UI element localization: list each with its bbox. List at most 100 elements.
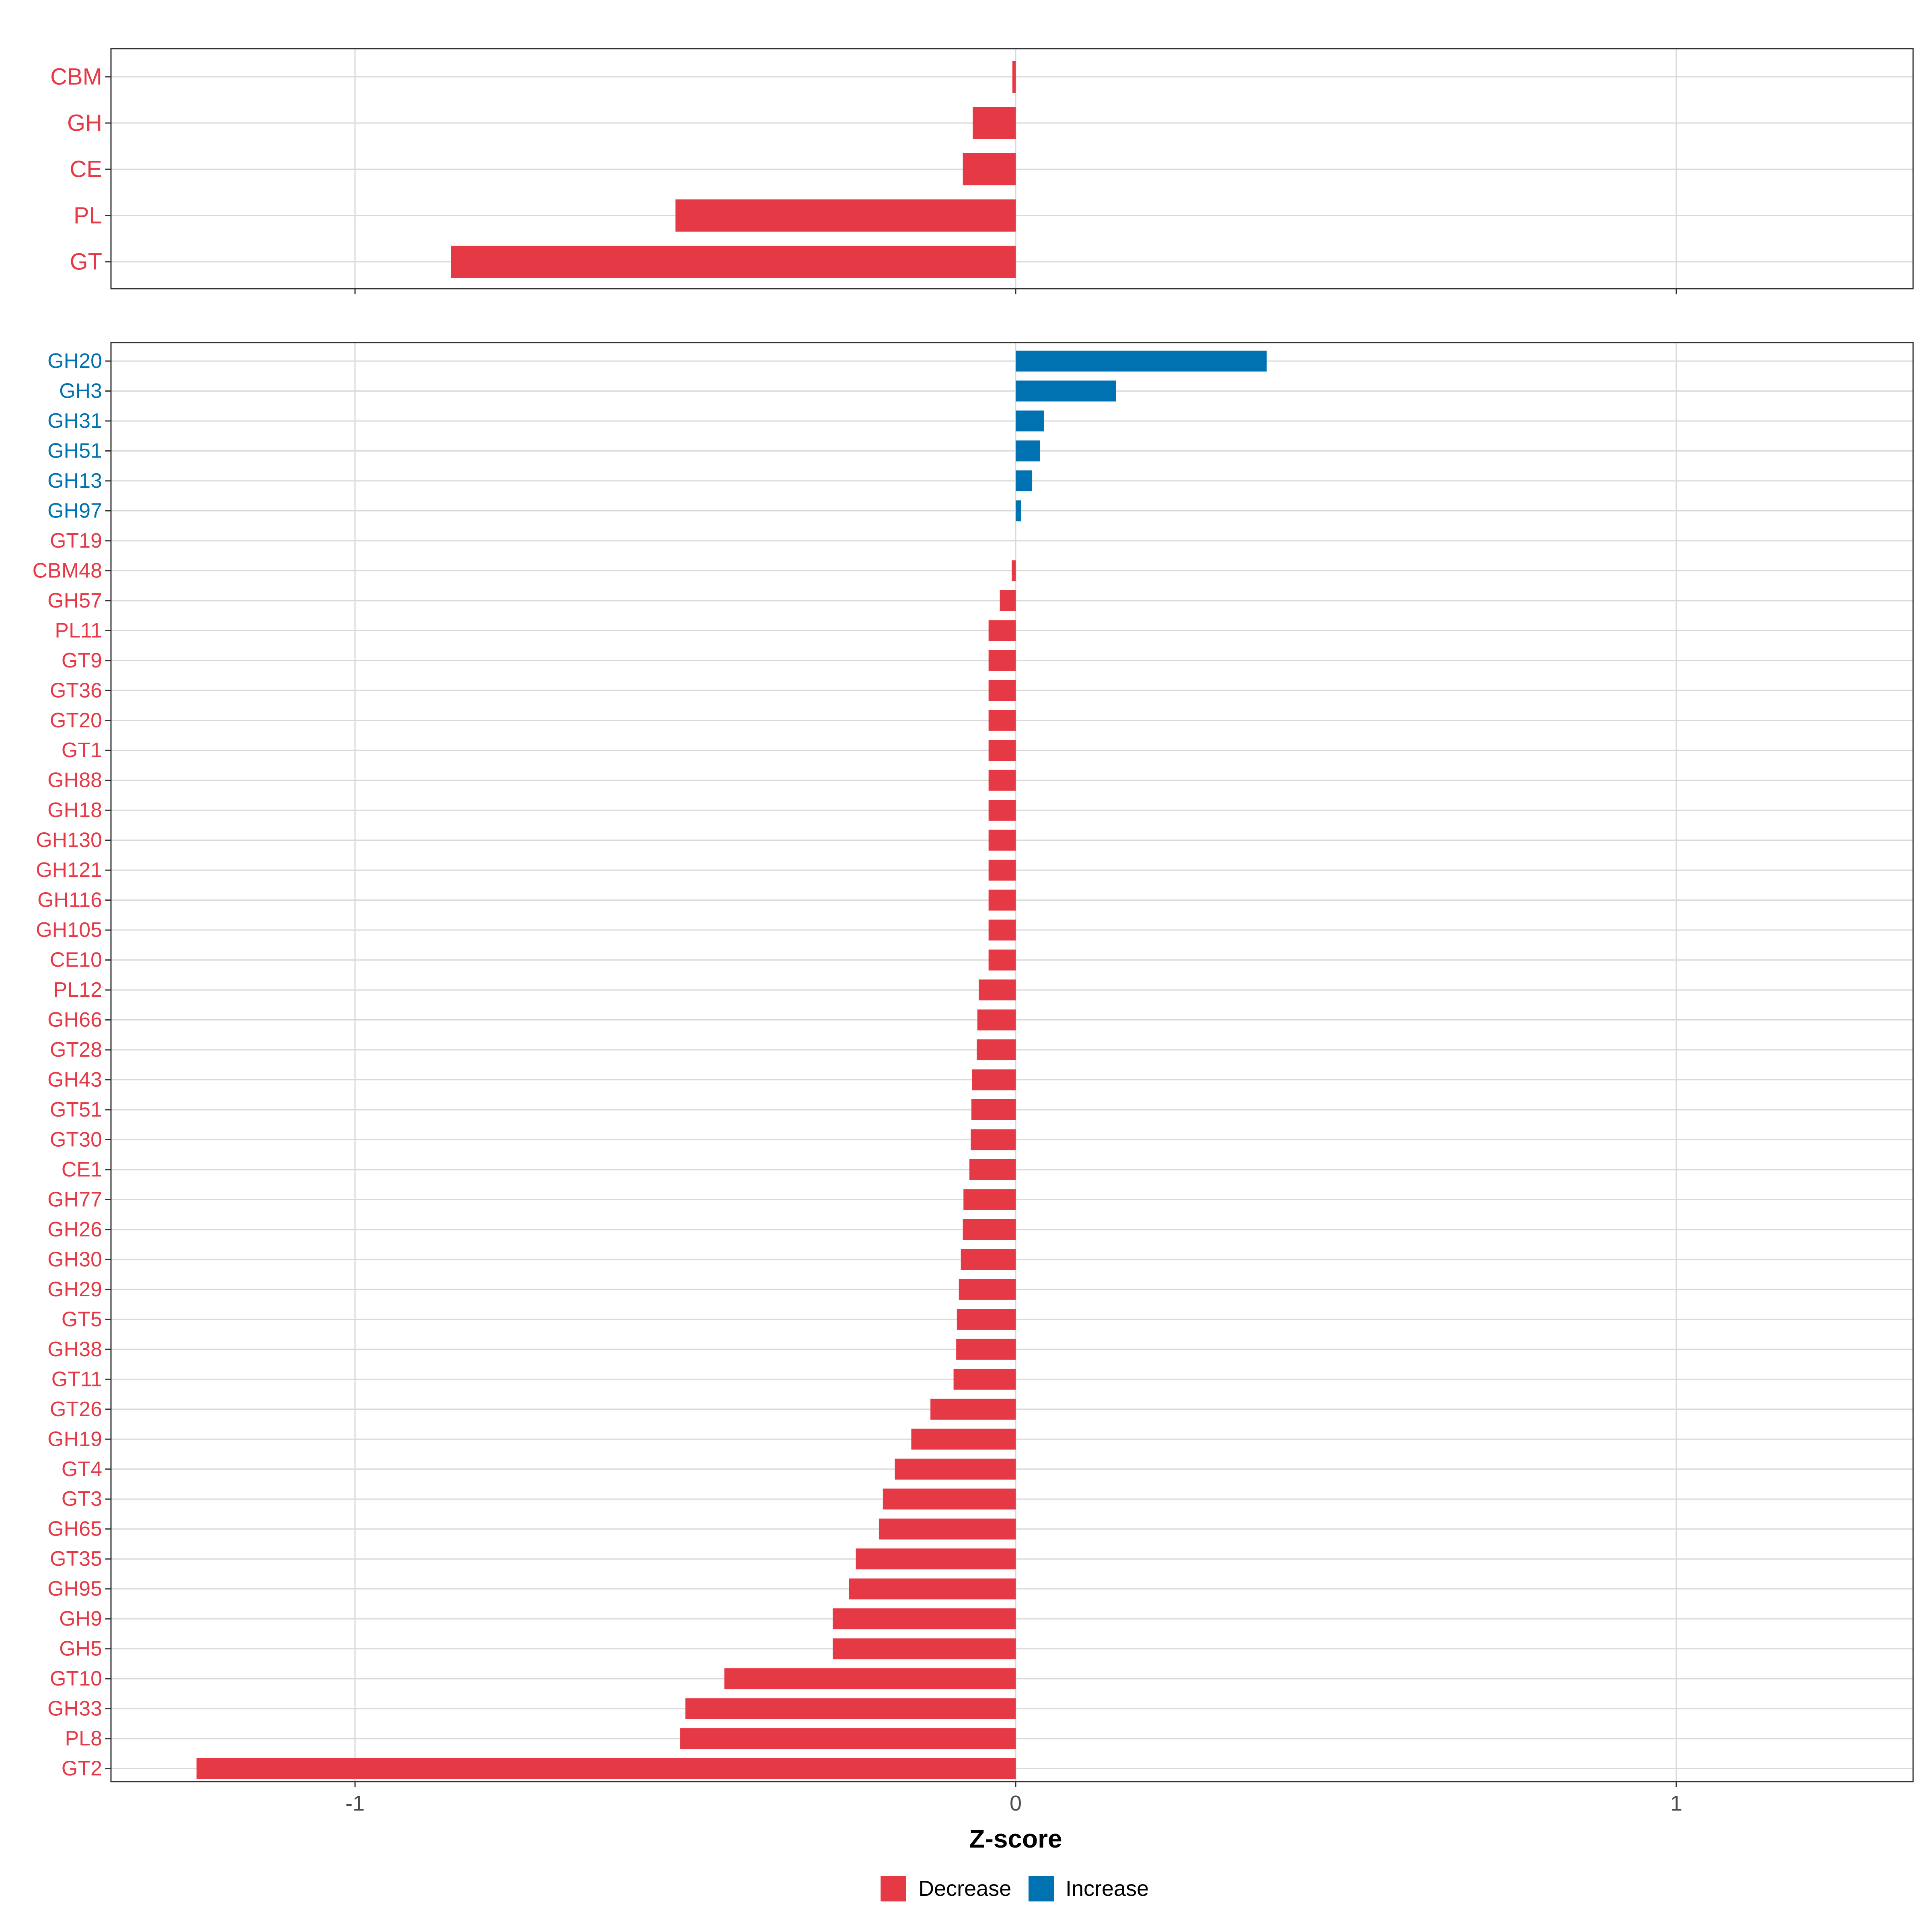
y-tick-label: GH9 xyxy=(59,1607,102,1630)
bar-gh18 xyxy=(988,800,1016,821)
bar-gt30 xyxy=(971,1129,1016,1150)
bar-gt4 xyxy=(895,1458,1016,1480)
y-tick-label: GH57 xyxy=(47,589,102,612)
y-tick-label: CBM48 xyxy=(33,559,102,582)
legend-key-increase xyxy=(1029,1876,1054,1901)
y-tick-label: GH77 xyxy=(47,1188,102,1211)
y-tick-label: CE xyxy=(70,156,102,183)
x-tick-label: 1 xyxy=(1670,1791,1682,1815)
y-tick-label: CE10 xyxy=(50,949,102,972)
x-axis-title: Z-score xyxy=(969,1824,1062,1853)
bar-pl12 xyxy=(978,979,1016,1001)
bar-gh29 xyxy=(959,1279,1016,1300)
y-tick-label: GT19 xyxy=(50,529,102,552)
legend-label-increase: Increase xyxy=(1066,1877,1149,1901)
y-tick-label: GH29 xyxy=(47,1278,102,1301)
y-tick-label: GT35 xyxy=(50,1547,102,1571)
bar-gt51 xyxy=(971,1099,1016,1120)
y-tick-label: GH97 xyxy=(47,499,102,522)
y-tick-label: GH116 xyxy=(37,889,102,912)
bar-gh31 xyxy=(1016,410,1044,431)
y-tick-label: PL12 xyxy=(53,978,102,1002)
y-tick-label: GT20 xyxy=(50,709,102,732)
y-tick-label: GT2 xyxy=(62,1757,102,1780)
y-tick-label: GT11 xyxy=(51,1367,102,1391)
bar-pl xyxy=(675,199,1016,232)
y-tick-label: GH5 xyxy=(59,1637,102,1661)
bar-cbm xyxy=(1012,61,1016,93)
bar-gh57 xyxy=(1000,590,1016,611)
top-panel: CBM GH CE PL GT xyxy=(50,48,1914,294)
y-tick-label: GH31 xyxy=(47,409,102,433)
y-tick-label: GT5 xyxy=(62,1308,102,1331)
y-tick-label: GH19 xyxy=(47,1427,102,1451)
bar-ce10 xyxy=(988,949,1016,971)
bar-gt36 xyxy=(988,680,1016,701)
y-tick-label: GH30 xyxy=(47,1248,102,1271)
bar-pl8 xyxy=(680,1728,1016,1749)
y-tick-label: GT28 xyxy=(50,1038,102,1061)
bar-gt35 xyxy=(856,1548,1016,1570)
bar-gh26 xyxy=(963,1219,1016,1240)
bar-gh130 xyxy=(988,829,1016,851)
y-tick-label: GH66 xyxy=(47,1008,102,1032)
bar-gh105 xyxy=(988,920,1016,941)
bar-gh43 xyxy=(972,1069,1016,1090)
bar-gt3 xyxy=(883,1489,1016,1510)
bar-gh30 xyxy=(961,1249,1016,1270)
y-tick-label: GH130 xyxy=(36,829,102,852)
bar-gh xyxy=(973,107,1016,139)
y-tick-label: GH88 xyxy=(47,769,102,792)
y-tick-label: GT10 xyxy=(50,1667,102,1690)
bar-gt20 xyxy=(988,710,1016,731)
bar-gh88 xyxy=(988,770,1016,791)
y-tick-label: GT26 xyxy=(50,1398,102,1421)
bar-gt2 xyxy=(196,1758,1016,1779)
y-tick-label: GT1 xyxy=(62,739,102,762)
bar-gh33 xyxy=(685,1698,1016,1719)
bar-gt xyxy=(451,246,1016,278)
bar-pl11 xyxy=(988,620,1016,641)
bar-gt28 xyxy=(977,1039,1016,1061)
bar-gt9 xyxy=(988,650,1016,671)
bar-cbm48 xyxy=(1012,560,1016,581)
y-tick-label: GH95 xyxy=(47,1577,102,1601)
y-tick-label: GH51 xyxy=(47,439,102,462)
legend-label-decrease: Decrease xyxy=(918,1877,1011,1901)
y-tick-label: PL8 xyxy=(65,1727,102,1750)
y-tick-label: GT4 xyxy=(62,1458,102,1481)
y-tick-label: GH121 xyxy=(36,858,102,882)
y-tick-label: GH18 xyxy=(47,799,102,822)
x-tick-label: 0 xyxy=(1010,1791,1022,1815)
y-tick-label: GT xyxy=(70,249,102,275)
bar-gh66 xyxy=(977,1009,1016,1031)
bar-gh13 xyxy=(1016,470,1033,491)
y-tick-label: PL xyxy=(74,203,102,229)
bar-gh51 xyxy=(1016,440,1040,462)
bar-gh77 xyxy=(963,1189,1016,1210)
y-tick-label: GH26 xyxy=(47,1218,102,1241)
bar-gt5 xyxy=(957,1309,1016,1330)
bar-gh95 xyxy=(849,1578,1016,1599)
bar-gh19 xyxy=(911,1429,1016,1450)
y-tick-label: GH33 xyxy=(47,1697,102,1721)
y-tick-label: GH20 xyxy=(47,349,102,373)
bar-gt11 xyxy=(953,1369,1016,1390)
y-tick-label: PL11 xyxy=(55,619,102,642)
bar-ce1 xyxy=(969,1159,1016,1180)
bar-gh5 xyxy=(832,1638,1016,1659)
y-tick-label: GH13 xyxy=(47,469,102,493)
bar-ce xyxy=(963,153,1016,185)
x-tick-label: -1 xyxy=(345,1791,365,1815)
bar-gh116 xyxy=(988,889,1016,911)
y-tick-label: GT30 xyxy=(50,1128,102,1151)
y-tick-label: CBM xyxy=(50,64,102,90)
bar-gt26 xyxy=(930,1398,1016,1420)
y-tick-label: GT9 xyxy=(62,649,102,672)
y-tick-label: GH105 xyxy=(36,918,102,942)
y-tick-label: CE1 xyxy=(62,1158,102,1181)
y-tick-label: GH3 xyxy=(59,379,102,402)
bar-gh38 xyxy=(956,1339,1016,1360)
